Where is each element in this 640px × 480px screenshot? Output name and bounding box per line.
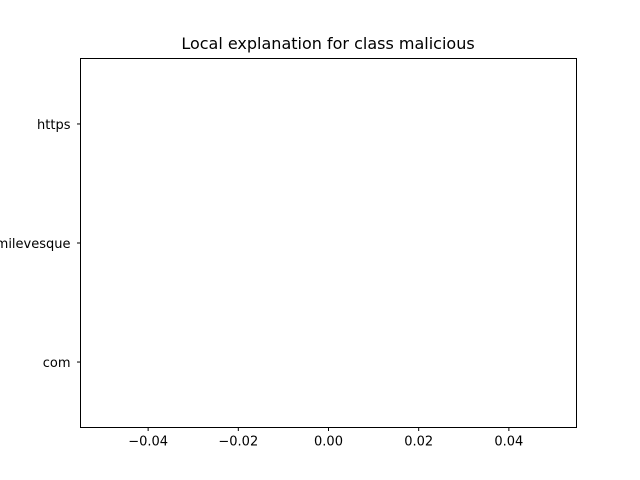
plot-frame: [80, 58, 577, 428]
y-tick-label: milevesque: [0, 237, 71, 252]
x-tick-label: −0.02: [218, 435, 258, 450]
y-tick-label: https: [37, 118, 71, 133]
y-tick-label: com: [43, 356, 71, 371]
x-tick-label: 0.04: [494, 435, 523, 450]
x-tick-label: 0.00: [314, 435, 343, 450]
x-tick-label: 0.02: [404, 435, 433, 450]
chart-title: Local explanation for class malicious: [181, 34, 474, 53]
x-tick-label: −0.04: [128, 435, 168, 450]
y-axis-ticks: com milevesque https: [0, 118, 81, 371]
x-axis-ticks: −0.04 −0.02 0.00 0.02 0.04: [128, 427, 523, 450]
